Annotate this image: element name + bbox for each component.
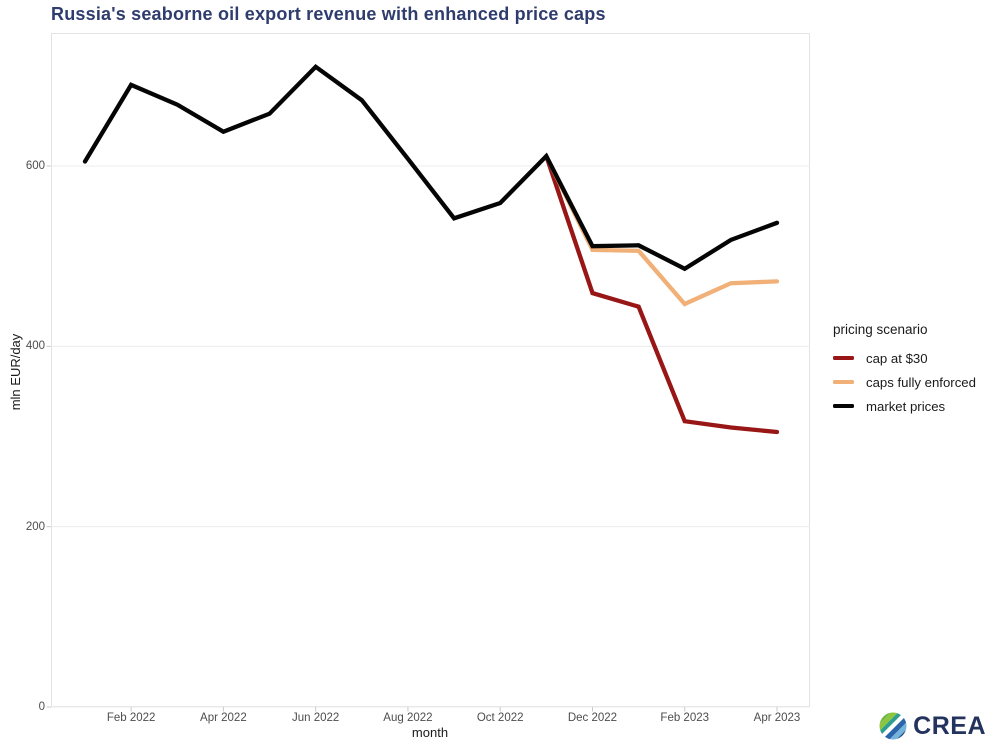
- x-tick-label: Feb 2022: [106, 712, 156, 724]
- x-tick-label: Aug 2022: [383, 712, 433, 724]
- x-tick-label: Jun 2022: [291, 712, 340, 724]
- crea-wordmark: CREA: [913, 711, 986, 740]
- legend-label: market prices: [866, 398, 946, 414]
- x-tick-label: Feb 2023: [660, 712, 710, 724]
- legend-label: cap at $30: [866, 350, 928, 366]
- legend-item-market: market prices: [833, 394, 976, 418]
- legend-item-cap30: cap at $30: [833, 346, 976, 370]
- y-axis-title: mln EUR/day: [8, 333, 23, 411]
- series-line-cap-at-30: [544, 153, 780, 435]
- cap30-line-swatch: [833, 356, 854, 360]
- y-tick-label: 0: [38, 701, 45, 713]
- enforced-line-swatch: [833, 380, 854, 384]
- legend-label: caps fully enforced: [866, 374, 976, 390]
- legend: pricing scenario cap at $30 caps fully e…: [833, 322, 976, 418]
- crea-logo-icon: [878, 711, 909, 741]
- x-axis-title: month: [411, 725, 449, 740]
- crea-logo: CREA: [878, 711, 986, 741]
- x-tick-label: Apr 2022: [200, 712, 247, 724]
- chart-title: Russia's seaborne oil export revenue wit…: [51, 4, 606, 24]
- y-tick-label: 200: [25, 520, 45, 533]
- y-tick-label: 600: [25, 160, 45, 172]
- legend-item-enforced: caps fully enforced: [833, 370, 976, 394]
- legend-title: pricing scenario: [833, 322, 928, 337]
- series-line-market-prices: [82, 63, 780, 272]
- x-tick-label: Dec 2022: [567, 712, 618, 724]
- y-tick-label: 400: [25, 340, 45, 353]
- series-line-caps-fully-enforced: [544, 153, 780, 307]
- panel-border: [51, 33, 810, 707]
- market-line-swatch: [833, 404, 854, 408]
- x-tick-label: Apr 2023: [753, 712, 801, 724]
- x-tick-label: Oct 2022: [476, 712, 524, 724]
